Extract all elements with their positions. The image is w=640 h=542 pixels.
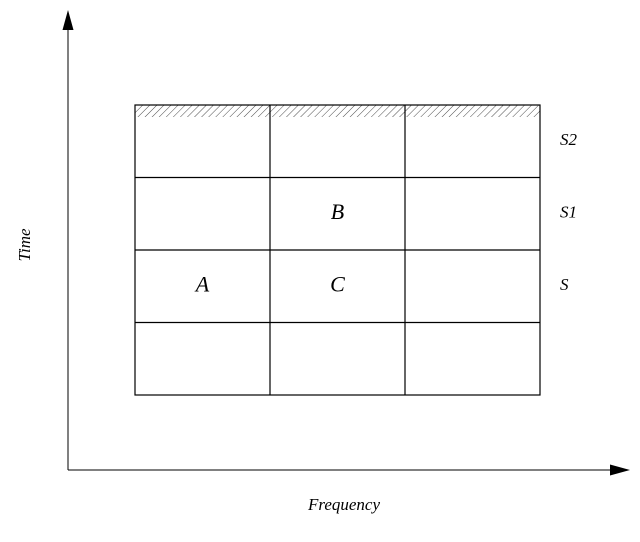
y-axis-label: Time — [15, 228, 34, 262]
y-axis-arrow — [63, 10, 74, 30]
row-label-s1: S1 — [560, 203, 577, 222]
x-axis-label: Frequency — [307, 495, 381, 514]
row-label-s2: S2 — [560, 130, 578, 149]
cell-label-c: C — [330, 271, 345, 296]
x-axis-arrow — [610, 465, 630, 476]
cell-label-b: B — [331, 199, 344, 224]
hatched-strip — [135, 105, 540, 117]
cell-label-a: A — [194, 271, 210, 296]
row-label-s: S — [560, 275, 569, 294]
time-frequency-grid-diagram: A B C S2 S1 S Frequency Time — [0, 0, 640, 542]
